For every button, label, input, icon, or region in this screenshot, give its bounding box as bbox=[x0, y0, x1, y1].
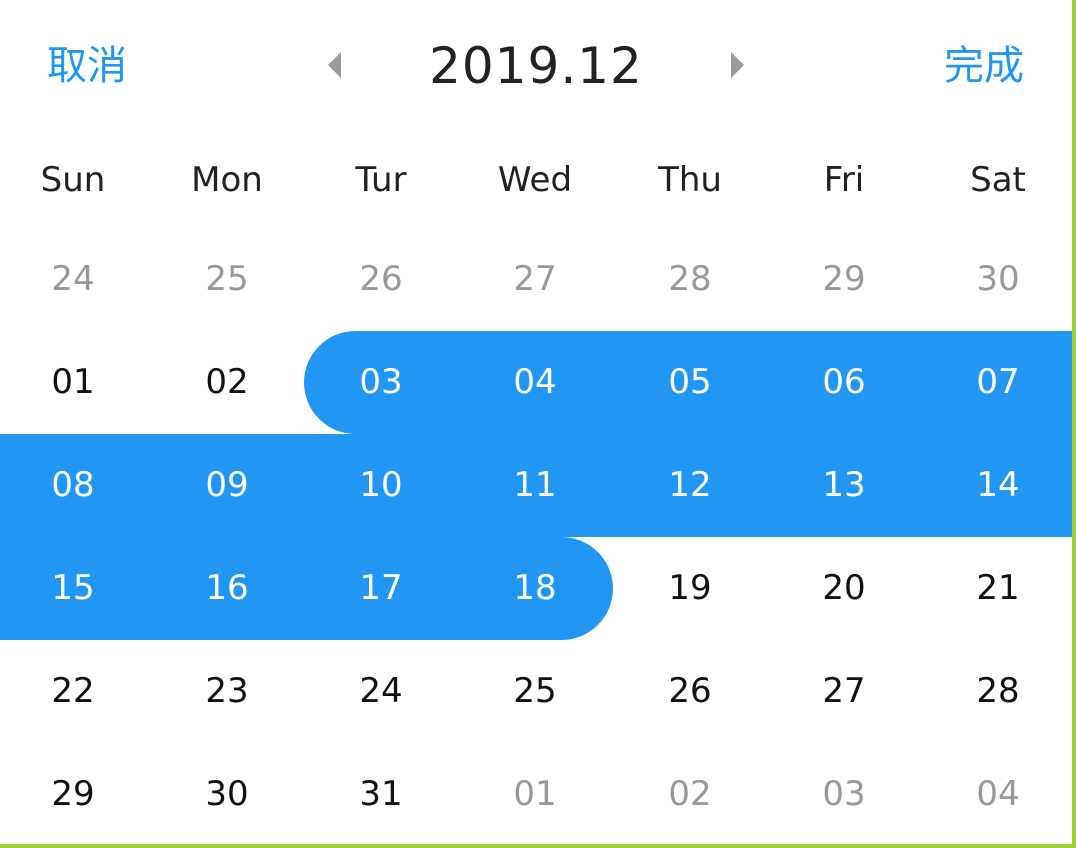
weekday-label: Fri bbox=[823, 160, 865, 200]
next-month-button[interactable] bbox=[722, 50, 752, 80]
calendar-day-other-month[interactable]: 29 bbox=[822, 259, 866, 299]
calendar-day[interactable]: 29 bbox=[51, 774, 95, 814]
weekday-label: Tur bbox=[355, 160, 407, 200]
picker-header: 取消 2019.12 完成 bbox=[0, 0, 1072, 130]
calendar-day[interactable]: 24 bbox=[359, 671, 403, 711]
range-highlight bbox=[0, 434, 1072, 537]
calendar-day[interactable]: 30 bbox=[205, 774, 249, 814]
calendar-day[interactable]: 22 bbox=[51, 671, 95, 711]
range-highlight bbox=[0, 537, 613, 640]
calendar-day-other-month[interactable]: 03 bbox=[822, 774, 866, 814]
calendar-grid: 24 25 26 27 28 29 30 01 02 03 04 05 06 07 08 09 10 11 12 13… bbox=[0, 228, 1072, 844]
weekday-label: Sat bbox=[970, 160, 1026, 200]
calendar-day-selected[interactable]: 15 bbox=[51, 568, 95, 608]
weekday-label: Wed bbox=[497, 160, 573, 200]
calendar-day-other-month[interactable]: 27 bbox=[513, 259, 557, 299]
calendar-day-selected[interactable]: 07 bbox=[976, 362, 1020, 402]
calendar-day-other-month[interactable]: 24 bbox=[51, 259, 95, 299]
calendar-day-selected[interactable]: 05 bbox=[668, 362, 712, 402]
calendar-day-selected[interactable]: 06 bbox=[822, 362, 866, 402]
weekday-label: Sun bbox=[40, 160, 106, 200]
calendar-day[interactable]: 25 bbox=[513, 671, 557, 711]
weekday-label: Mon bbox=[191, 160, 263, 200]
weekday-header-row: Sun Mon Tur Wed Thu Fri Sat bbox=[0, 150, 1072, 210]
calendar-day-selected[interactable]: 17 bbox=[359, 568, 403, 608]
calendar-day[interactable]: 26 bbox=[668, 671, 712, 711]
calendar-day[interactable]: 19 bbox=[668, 568, 712, 608]
calendar-day-selected[interactable]: 03 bbox=[359, 362, 403, 402]
calendar-day[interactable]: 01 bbox=[51, 362, 95, 402]
calendar-day-selected[interactable]: 13 bbox=[822, 465, 866, 505]
calendar-day-selected[interactable]: 10 bbox=[359, 465, 403, 505]
calendar-day[interactable]: 20 bbox=[822, 568, 866, 608]
calendar-day[interactable]: 28 bbox=[976, 671, 1020, 711]
calendar-day[interactable]: 23 bbox=[205, 671, 249, 711]
calendar-day-selected[interactable]: 14 bbox=[976, 465, 1020, 505]
calendar-day-other-month[interactable]: 30 bbox=[976, 259, 1020, 299]
calendar-day-selected[interactable]: 09 bbox=[205, 465, 249, 505]
calendar-day[interactable]: 31 bbox=[359, 774, 403, 814]
caret-left-icon bbox=[320, 50, 350, 80]
cancel-button[interactable]: 取消 bbox=[47, 43, 127, 89]
calendar-day-selected[interactable]: 11 bbox=[513, 465, 557, 505]
calendar-day-other-month[interactable]: 25 bbox=[205, 259, 249, 299]
calendar-day-selected[interactable]: 04 bbox=[513, 362, 557, 402]
calendar-day-selected[interactable]: 18 bbox=[513, 568, 557, 608]
calendar-day-selected[interactable]: 12 bbox=[668, 465, 712, 505]
calendar-day-other-month[interactable]: 01 bbox=[513, 774, 557, 814]
range-highlight bbox=[304, 331, 1072, 434]
calendar-day-other-month[interactable]: 28 bbox=[668, 259, 712, 299]
weekday-label: Thu bbox=[658, 160, 722, 200]
calendar-day-selected[interactable]: 16 bbox=[205, 568, 249, 608]
month-title: 2019.12 bbox=[429, 37, 643, 95]
calendar-day-other-month[interactable]: 04 bbox=[976, 774, 1020, 814]
calendar-day-other-month[interactable]: 26 bbox=[359, 259, 403, 299]
done-button[interactable]: 完成 bbox=[944, 43, 1024, 89]
prev-month-button[interactable] bbox=[320, 50, 350, 80]
calendar-day-selected[interactable]: 08 bbox=[51, 465, 95, 505]
calendar-day[interactable]: 02 bbox=[205, 362, 249, 402]
calendar-day-other-month[interactable]: 02 bbox=[668, 774, 712, 814]
calendar-day[interactable]: 27 bbox=[822, 671, 866, 711]
caret-right-icon bbox=[722, 50, 752, 80]
calendar-day[interactable]: 21 bbox=[976, 568, 1020, 608]
